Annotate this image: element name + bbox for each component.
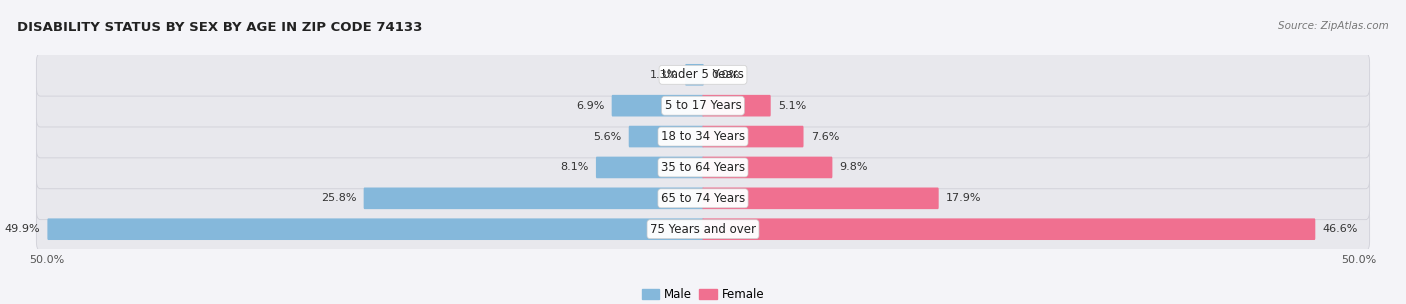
FancyBboxPatch shape: [702, 188, 939, 209]
FancyBboxPatch shape: [628, 126, 704, 147]
FancyBboxPatch shape: [37, 85, 1369, 127]
Text: 0.0%: 0.0%: [711, 70, 740, 80]
Text: Under 5 Years: Under 5 Years: [662, 68, 744, 81]
FancyBboxPatch shape: [37, 54, 1369, 96]
Text: DISABILITY STATUS BY SEX BY AGE IN ZIP CODE 74133: DISABILITY STATUS BY SEX BY AGE IN ZIP C…: [17, 21, 422, 34]
FancyBboxPatch shape: [37, 177, 1369, 219]
Text: 6.9%: 6.9%: [576, 101, 605, 111]
Text: 5.1%: 5.1%: [778, 101, 806, 111]
Text: 65 to 74 Years: 65 to 74 Years: [661, 192, 745, 205]
FancyBboxPatch shape: [48, 218, 704, 240]
Text: 46.6%: 46.6%: [1323, 224, 1358, 234]
Text: 25.8%: 25.8%: [321, 193, 357, 203]
FancyBboxPatch shape: [612, 95, 704, 116]
Text: 9.8%: 9.8%: [839, 162, 868, 172]
Text: 8.1%: 8.1%: [561, 162, 589, 172]
Text: 49.9%: 49.9%: [4, 224, 41, 234]
FancyBboxPatch shape: [685, 64, 704, 86]
Text: 35 to 64 Years: 35 to 64 Years: [661, 161, 745, 174]
Text: 75 Years and over: 75 Years and over: [650, 223, 756, 236]
FancyBboxPatch shape: [702, 95, 770, 116]
Text: 5 to 17 Years: 5 to 17 Years: [665, 99, 741, 112]
Text: 7.6%: 7.6%: [811, 132, 839, 142]
FancyBboxPatch shape: [702, 157, 832, 178]
Legend: Male, Female: Male, Female: [637, 283, 769, 304]
Text: 18 to 34 Years: 18 to 34 Years: [661, 130, 745, 143]
Text: 1.3%: 1.3%: [650, 70, 678, 80]
FancyBboxPatch shape: [364, 188, 704, 209]
FancyBboxPatch shape: [37, 146, 1369, 189]
FancyBboxPatch shape: [37, 115, 1369, 158]
Text: Source: ZipAtlas.com: Source: ZipAtlas.com: [1278, 21, 1389, 31]
Text: 17.9%: 17.9%: [946, 193, 981, 203]
FancyBboxPatch shape: [37, 208, 1369, 250]
FancyBboxPatch shape: [596, 157, 704, 178]
Text: 5.6%: 5.6%: [593, 132, 621, 142]
FancyBboxPatch shape: [702, 218, 1315, 240]
FancyBboxPatch shape: [702, 126, 803, 147]
